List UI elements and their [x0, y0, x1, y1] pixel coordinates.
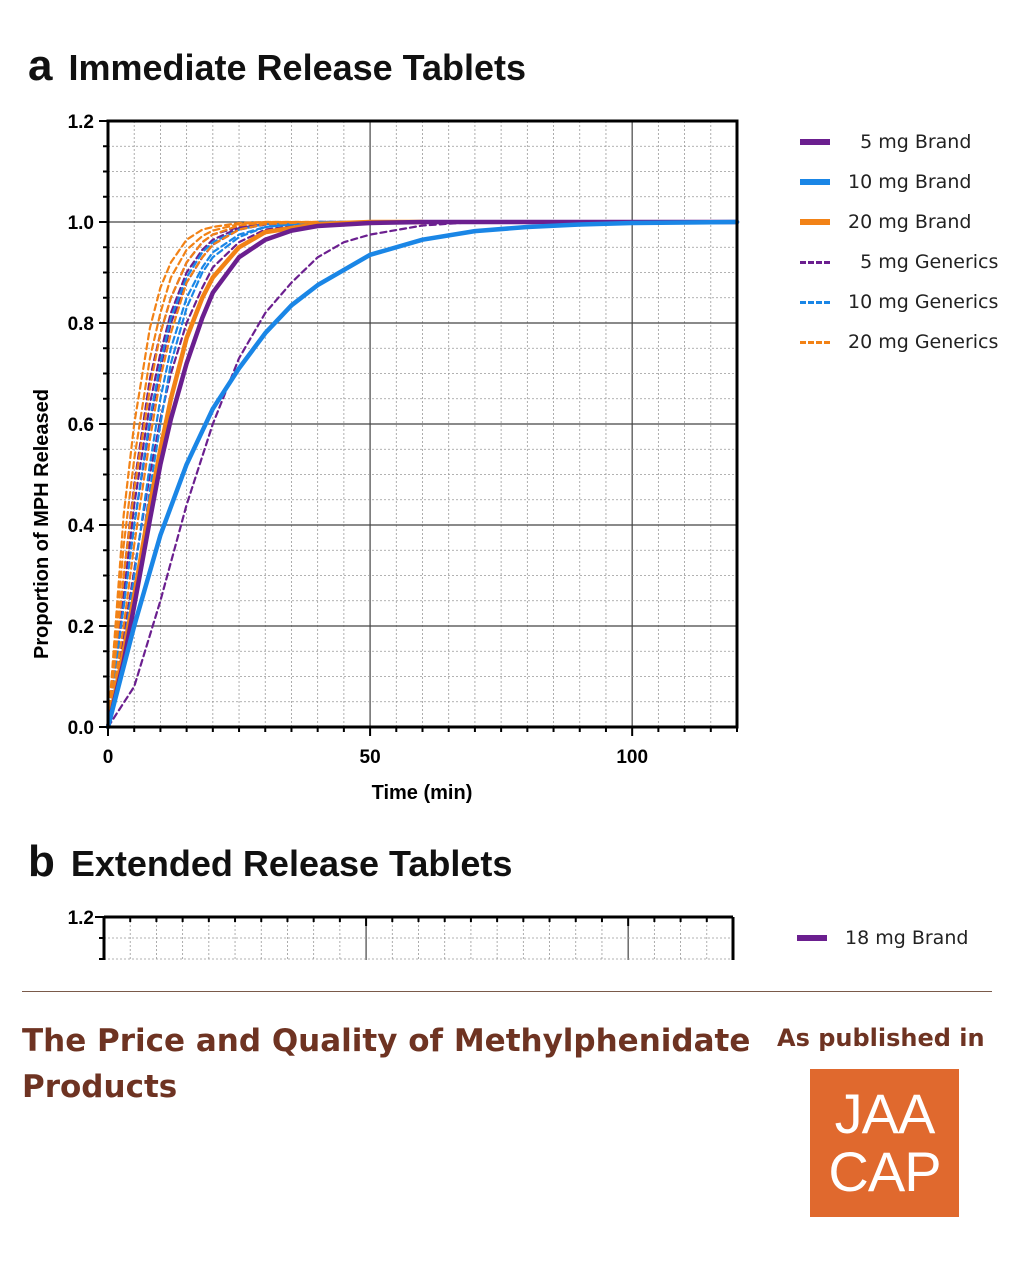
chart-a-legend-label: 10 mg Brand — [848, 171, 972, 193]
chart-a-x-tick-label: 0 — [103, 747, 114, 768]
chart-a-y-tick-label: 0.8 — [68, 314, 94, 335]
chart-a-y-tick-label: 1.0 — [68, 213, 94, 234]
panel-a-title: Immediate Release Tablets — [68, 47, 527, 88]
chart-a-y-axis-label: Proportion of MPH Released — [31, 389, 53, 659]
chart-a-legend-swatch — [800, 139, 830, 145]
chart-a-x-tick-label: 100 — [616, 747, 648, 768]
chart-a-y-tick-label: 1.2 — [68, 112, 94, 133]
panel-b-title: Extended Release Tablets — [70, 843, 513, 884]
chart-b-y-tick-label: 1.2 — [68, 908, 94, 929]
chart-a-legend-item: 20 mg Brand — [800, 202, 998, 242]
chart-a-legend-label: 10 mg Generics — [848, 291, 999, 313]
chart-a-legend-label: 20 mg Generics — [848, 331, 999, 353]
panel-a-letter: a — [28, 41, 53, 90]
chart-a-y-tick-label: 0.2 — [68, 617, 94, 638]
extended-release-chart: 1.2 — [68, 908, 735, 960]
series-line-20-mg-generics — [106, 220, 319, 729]
chart-a-legend-label: 5 mg Brand — [848, 131, 972, 153]
chart-a-legend-swatch — [800, 179, 830, 185]
published-in-label: As published in — [777, 1024, 985, 1052]
chart-a-legend-swatch — [800, 300, 830, 304]
series-line-20-mg-generics — [106, 220, 319, 729]
footer-divider — [22, 991, 992, 992]
chart-a-legend-swatch — [800, 340, 830, 344]
panel-b-letter: b — [28, 837, 55, 886]
chart-a-legend-item: 5 mg Brand — [800, 122, 998, 162]
chart-a-legend: 5 mg Brand 10 mg Brand 20 mg Brand 5 mg Ge… — [800, 122, 998, 362]
panel-a-heading: a Immediate Release Tablets — [28, 44, 526, 88]
chart-a-legend-item: 10 mg Generics — [800, 282, 998, 322]
series-line-10-mg-generics — [106, 220, 372, 729]
chart-a-y-tick-label: 0.4 — [68, 516, 95, 537]
panel-b-heading: b Extended Release Tablets — [28, 840, 512, 884]
series-line-5-mg-brand — [105, 219, 740, 730]
series-line-5-mg-generics — [106, 220, 476, 729]
chart-a-legend-swatch — [800, 219, 830, 225]
series-line-10-mg-generics — [106, 220, 372, 729]
chart-b-axes: 1.2 — [68, 908, 735, 960]
chart-a-grid — [107, 120, 738, 728]
chart-a-x-axis-label: Time (min) — [372, 782, 473, 804]
chart-a-legend-item: 20 mg Generics — [800, 322, 998, 362]
chart-a-y-tick-label: 0.6 — [68, 415, 94, 436]
jaacap-logo: JAA CAP — [810, 1069, 959, 1217]
chart-b-legend-item: 18 mg Brand — [797, 918, 968, 958]
series-line-20-mg-generics — [106, 220, 319, 729]
chart-a-legend-item: 10 mg Brand — [800, 162, 998, 202]
chart-a-legend-label: 5 mg Generics — [848, 251, 999, 273]
chart-b-legend: 18 mg Brand — [797, 918, 968, 958]
chart-a-x-tick-label: 50 — [360, 747, 381, 768]
chart-a-y-tick-label: 0.0 — [68, 718, 94, 739]
logo-line-1: JAA — [834, 1082, 936, 1145]
chart-a-axes: 0 50 100 0.0 0.2 0.4 0.6 0.8 1.0 1.2 — [68, 112, 739, 768]
chart-a-legend-item: 5 mg Generics — [800, 242, 998, 282]
immediate-release-chart: 0 50 100 0.0 0.2 0.4 0.6 0.8 1.0 1.2 Time (min) P… — [31, 112, 740, 804]
series-line-20-mg-generics — [106, 220, 319, 729]
chart-a-series — [105, 219, 740, 730]
series-line-10-mg-brand — [105, 219, 740, 730]
chart-a-legend-label: 20 mg Brand — [848, 211, 972, 233]
footer-article-title: The Price and Quality of Methylphenidate… — [22, 1023, 751, 1105]
chart-b-grid — [103, 917, 734, 960]
chart-b-legend-label: 18 mg Brand — [845, 927, 969, 949]
chart-b-legend-swatch — [797, 935, 827, 941]
logo-line-2: CAP — [828, 1140, 941, 1203]
chart-a-legend-swatch — [800, 260, 830, 264]
